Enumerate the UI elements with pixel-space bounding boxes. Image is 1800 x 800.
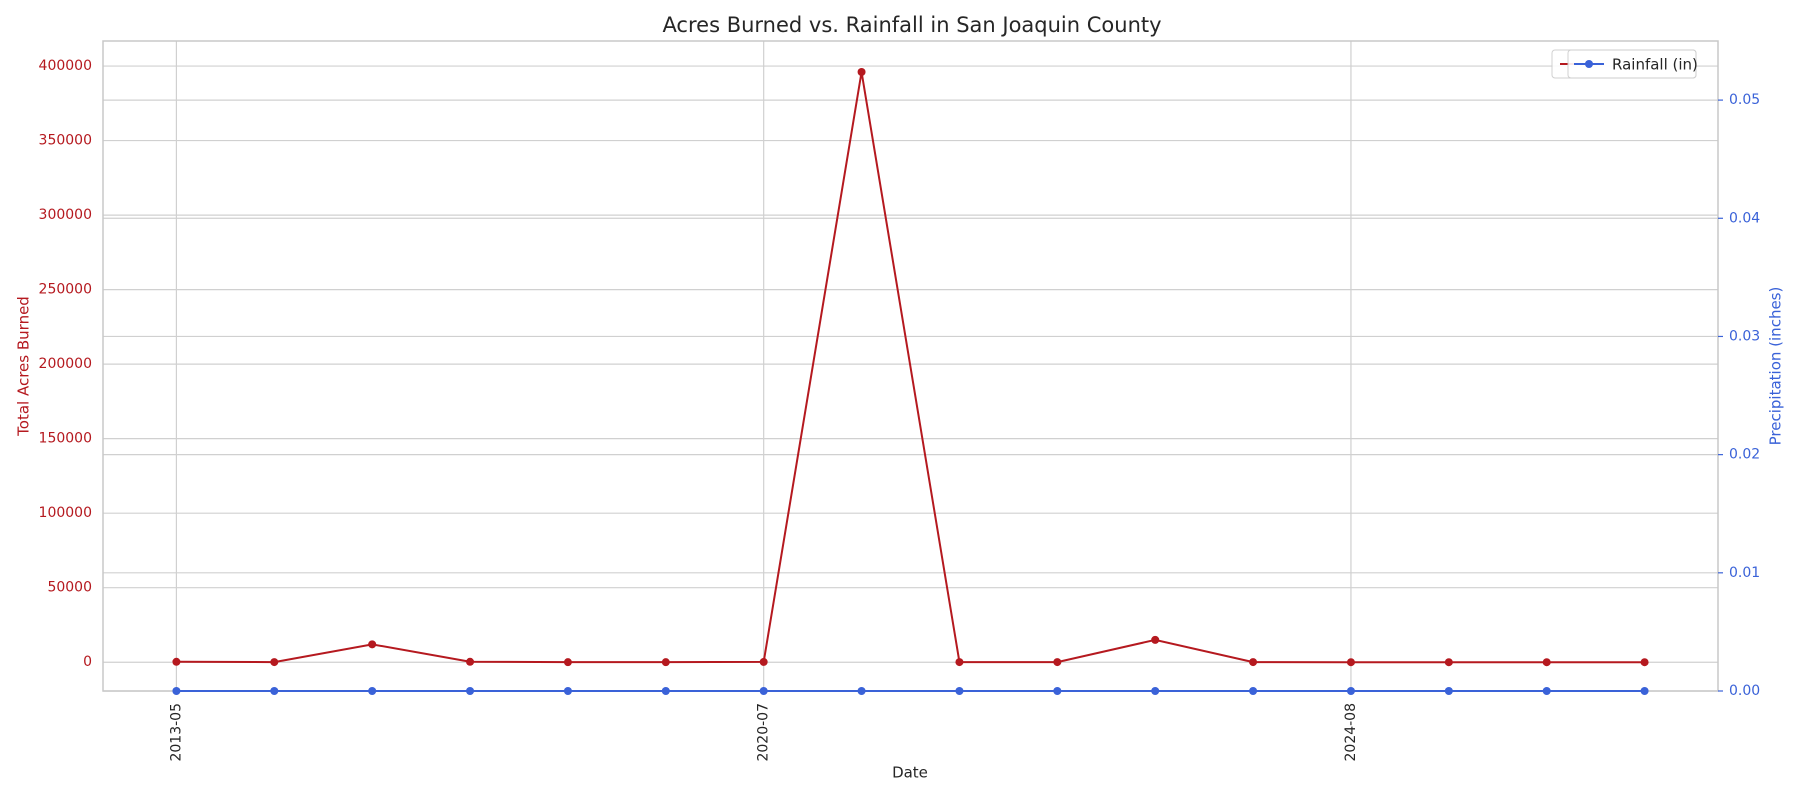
data-point: [1542, 658, 1551, 667]
data-point: [857, 68, 866, 77]
data-point: [1640, 687, 1649, 695]
y-tick-label: 150000: [39, 431, 92, 447]
data-point: [1444, 687, 1453, 695]
data-point: [759, 657, 768, 666]
legend-label: Rainfall (in): [1612, 56, 1698, 74]
data-point: [368, 687, 377, 695]
data-point: [857, 687, 866, 695]
data-point: [955, 658, 964, 667]
series-line: [176, 71, 1645, 664]
chart-title: Acres Burned vs. Rainfall in San Joaquin…: [662, 13, 1161, 37]
data-point: [270, 658, 279, 667]
data-point: [1053, 687, 1062, 695]
data-point: [1249, 687, 1258, 695]
y-tick-label: 100000: [39, 505, 92, 521]
y2-tick-label: 0.02: [1729, 447, 1760, 463]
data-point: [1542, 687, 1551, 695]
data-point: [1053, 658, 1062, 667]
y-axis-label: Total Acres Burned: [15, 296, 33, 437]
data-point: [172, 657, 181, 666]
x-tick-label: 2013-05: [168, 703, 184, 762]
data-point: [466, 657, 475, 666]
y-tick-label: 250000: [39, 282, 92, 298]
y2-tick-label: 0.05: [1729, 92, 1760, 108]
data-point: [759, 687, 768, 695]
data-point: [661, 658, 670, 667]
legend-marker: [1585, 60, 1593, 68]
data-point: [466, 687, 475, 695]
x-axis-label: Date: [892, 764, 928, 782]
x-tick-label: 2024-08: [1343, 703, 1359, 762]
data-point: [955, 687, 964, 695]
data-point: [1346, 658, 1355, 667]
data-point: [1249, 658, 1258, 667]
data-point: [1640, 658, 1649, 667]
y2-axis-label: Precipitation (inches): [1767, 287, 1785, 446]
data-point: [1151, 635, 1160, 644]
data-point: [368, 640, 377, 649]
data-point: [661, 687, 670, 695]
y2-tick-label: 0.00: [1729, 683, 1760, 699]
data-point: [172, 687, 181, 695]
y2-tick-label: 0.03: [1729, 328, 1760, 344]
data-point: [563, 687, 572, 695]
y2-tick-label: 0.01: [1729, 565, 1760, 581]
y-tick-label: 300000: [39, 207, 92, 223]
x-tick-label: 2020-07: [756, 703, 772, 762]
data-point: [1444, 658, 1453, 667]
data-point: [1346, 687, 1355, 695]
data-point: [270, 687, 279, 695]
y2-tick-label: 0.04: [1729, 210, 1760, 226]
legend-box: [1567, 49, 1697, 79]
y-tick-label: 350000: [39, 133, 92, 149]
data-point: [1151, 687, 1160, 695]
y-tick-label: 0: [83, 654, 92, 670]
y-tick-label: 50000: [47, 580, 92, 596]
y-tick-label: 200000: [39, 356, 92, 372]
data-point: [563, 658, 572, 667]
y-tick-label: 400000: [39, 58, 92, 74]
